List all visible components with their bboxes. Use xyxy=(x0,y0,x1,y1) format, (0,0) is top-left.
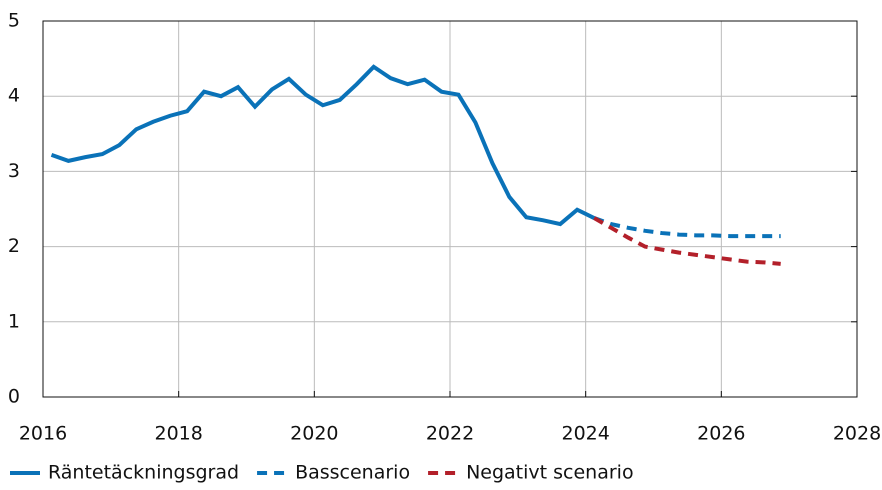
x-tick-label: 2020 xyxy=(290,423,338,445)
legend-label: Räntetäckningsgrad xyxy=(48,462,239,484)
y-tick-label: 0 xyxy=(8,386,20,408)
y-tick-label: 1 xyxy=(8,310,20,332)
x-tick-label: 2024 xyxy=(561,423,609,445)
x-tick-label: 2016 xyxy=(19,423,67,445)
y-tick-label: 2 xyxy=(8,235,20,257)
line-series xyxy=(593,216,781,266)
legend-label: Basscenario xyxy=(295,462,410,484)
y-tick-label: 3 xyxy=(8,160,20,182)
legend-label: Negativt scenario xyxy=(466,462,634,484)
line-series xyxy=(50,64,596,227)
line-series xyxy=(593,216,781,239)
y-tick-label: 4 xyxy=(8,85,20,107)
x-tick-label: 2026 xyxy=(697,423,745,445)
y-tick-label: 5 xyxy=(8,10,20,32)
x-tick-label: 2028 xyxy=(833,423,881,445)
plot-frame xyxy=(42,20,858,398)
x-tick-label: 2018 xyxy=(154,423,202,445)
x-tick-label: 2022 xyxy=(426,423,474,445)
